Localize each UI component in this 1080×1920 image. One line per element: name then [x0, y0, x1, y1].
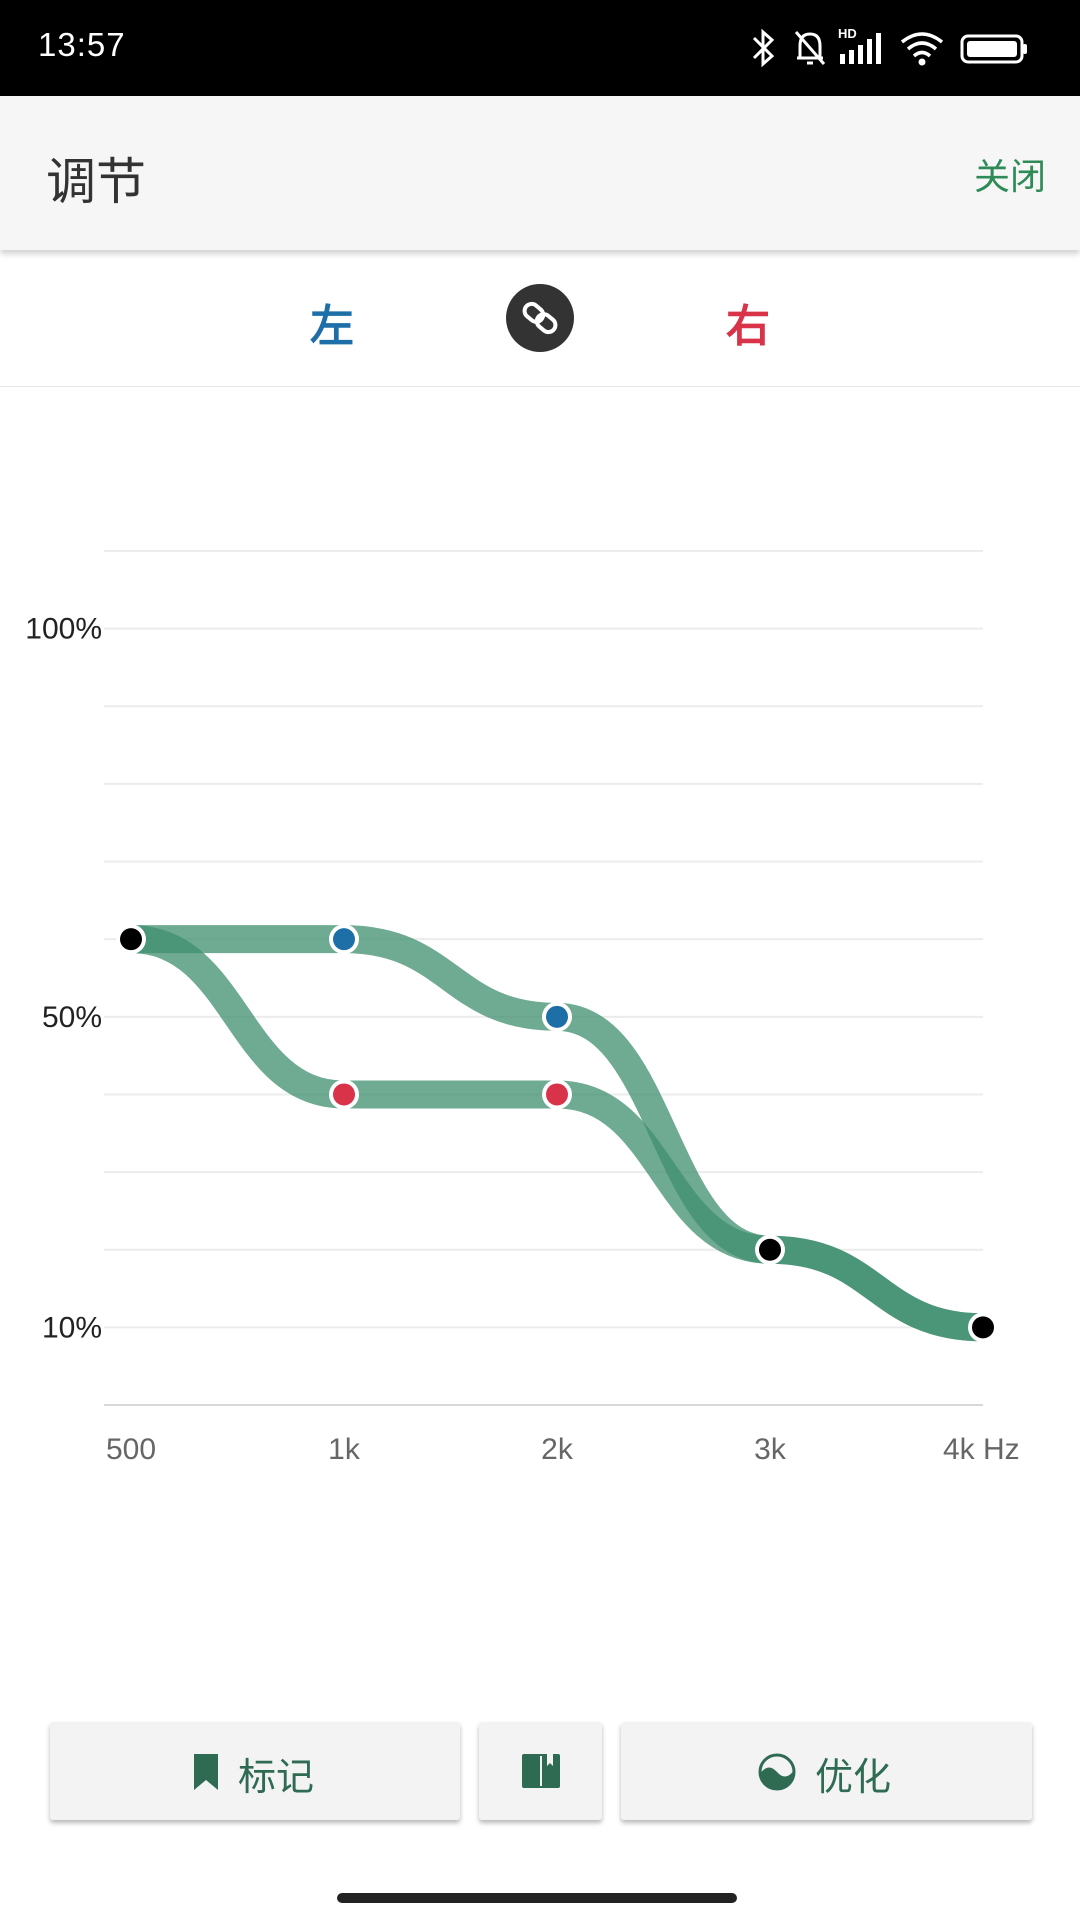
wave-icon: [758, 1753, 796, 1791]
data-point-dot: [759, 1238, 781, 1261]
hearing-curve-chart[interactable]: 100% 50% 10% 500 1k 2k 3k 4k Hz: [0, 387, 1080, 1487]
bookmark-icon: [194, 1754, 218, 1790]
x-tick-label: 4k Hz: [943, 1433, 1020, 1466]
page-title: 调节: [46, 153, 146, 211]
book-icon: [522, 1754, 560, 1788]
data-point[interactable]: [329, 1079, 359, 1110]
optimize-button-label: 优化: [815, 1755, 892, 1799]
link-channels-button[interactable]: [506, 284, 574, 352]
y-tick-label: 50%: [42, 1001, 102, 1034]
optimize-button[interactable]: 优化: [621, 1722, 1032, 1820]
bluetooth-icon: [752, 28, 775, 68]
close-button[interactable]: 关闭: [973, 157, 1046, 198]
x-tick-label: 500: [106, 1433, 156, 1466]
x-tick-label: 2k: [541, 1433, 574, 1466]
app-bar: 调节 关闭: [0, 96, 1080, 250]
x-tick-label: 1k: [328, 1433, 361, 1466]
data-point-dot: [546, 1083, 568, 1106]
x-tick-label: 3k: [754, 1433, 787, 1466]
battery-icon: [960, 34, 1027, 64]
wifi-icon: [900, 32, 944, 66]
bell-off-icon: [794, 31, 826, 65]
status-time: 13:57: [38, 26, 126, 63]
status-bar: 13:57 HD: [0, 0, 1080, 96]
data-point-dot: [120, 928, 142, 951]
mark-button[interactable]: 标记: [50, 1722, 460, 1820]
series-line: [117, 925, 997, 1342]
data-point-dot: [333, 1083, 355, 1106]
data-point[interactable]: [116, 924, 146, 955]
link-icon: [522, 301, 558, 335]
data-point-dot: [546, 1005, 568, 1028]
data-point[interactable]: [542, 1079, 572, 1110]
y-tick-label: 100%: [25, 613, 102, 646]
data-point-dot: [333, 928, 355, 951]
tab-right-channel[interactable]: 右: [726, 301, 770, 352]
guide-button[interactable]: [479, 1722, 602, 1820]
y-tick-label: 10%: [42, 1311, 102, 1344]
mark-button-label: 标记: [238, 1755, 315, 1799]
data-point[interactable]: [542, 1001, 572, 1032]
tab-left-channel[interactable]: 左: [310, 301, 354, 352]
data-point[interactable]: [329, 924, 359, 955]
data-point[interactable]: [755, 1234, 785, 1265]
home-indicator[interactable]: [337, 1893, 737, 1903]
hd-signal-icon: HD: [838, 26, 881, 64]
channel-selector: 左 右: [0, 250, 1080, 387]
data-point-dot: [972, 1316, 994, 1339]
hd-label: HD: [838, 26, 857, 41]
data-point[interactable]: [968, 1312, 998, 1343]
